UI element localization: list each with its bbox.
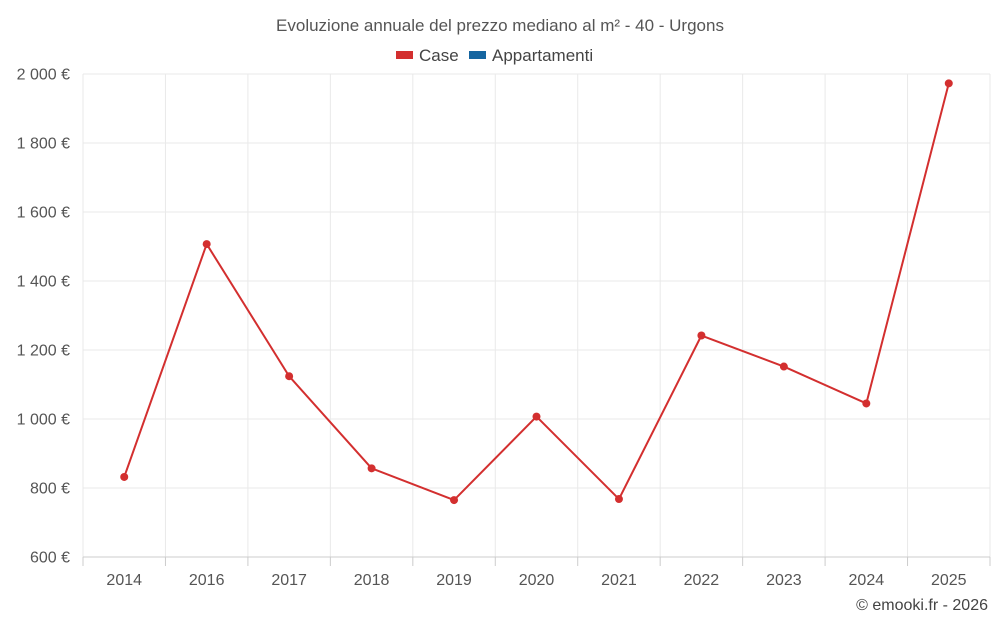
x-tick-label: 2023 [766, 572, 802, 589]
y-axis-ticks: 600 € 800 € 1 000 € 1 200 € 1 400 € 1 600 € 1 … [17, 67, 70, 567]
x-tick-label: 2017 [271, 572, 307, 589]
y-tick-label: 600 € [30, 550, 70, 567]
x-tick-label: 2014 [106, 572, 142, 589]
legend-item-appartamenti[interactable]: Appartamenti [469, 46, 593, 65]
legend-label-case: Case [419, 46, 459, 65]
y-tick-label: 2 000 € [17, 67, 70, 84]
credit-text: © emooki.fr - 2026 [856, 597, 988, 614]
x-tick-label: 2018 [354, 572, 390, 589]
x-tick-label: 2022 [684, 572, 720, 589]
x-tick-label: 2025 [931, 572, 967, 589]
data-point [285, 372, 294, 381]
data-point [862, 399, 871, 408]
x-tick-label: 2016 [189, 572, 225, 589]
legend-swatch-appartamenti [469, 51, 486, 59]
legend-item-case[interactable]: Case [396, 46, 459, 65]
data-point [367, 464, 376, 473]
x-tick-label: 2024 [849, 572, 885, 589]
series-case [120, 79, 953, 505]
y-tick-label: 1 200 € [17, 343, 70, 360]
x-tick-label: 2019 [436, 572, 472, 589]
data-point [944, 79, 953, 88]
data-point [697, 331, 706, 340]
y-tick-label: 1 600 € [17, 205, 70, 222]
y-tick-label: 1 400 € [17, 274, 70, 291]
legend: Case Appartamenti [396, 46, 593, 65]
y-tick-label: 1 800 € [17, 136, 70, 153]
y-tick-label: 1 000 € [17, 412, 70, 429]
x-tick-label: 2021 [601, 572, 637, 589]
legend-label-appartamenti: Appartamenti [492, 46, 593, 65]
data-point [532, 412, 541, 421]
data-point [614, 495, 623, 504]
x-axis-ticks: 2014 2016 2017 2018 2019 2020 2021 2022 2023 2024… [82, 557, 991, 589]
x-tick-label: 2020 [519, 572, 555, 589]
y-tick-label: 800 € [30, 481, 70, 498]
data-point [779, 362, 788, 371]
legend-swatch-case [396, 51, 413, 59]
data-point [450, 496, 459, 505]
chart-title: Evoluzione annuale del prezzo mediano al… [276, 16, 724, 35]
data-point [120, 472, 129, 481]
data-point [202, 240, 211, 249]
gridlines [82, 73, 991, 557]
